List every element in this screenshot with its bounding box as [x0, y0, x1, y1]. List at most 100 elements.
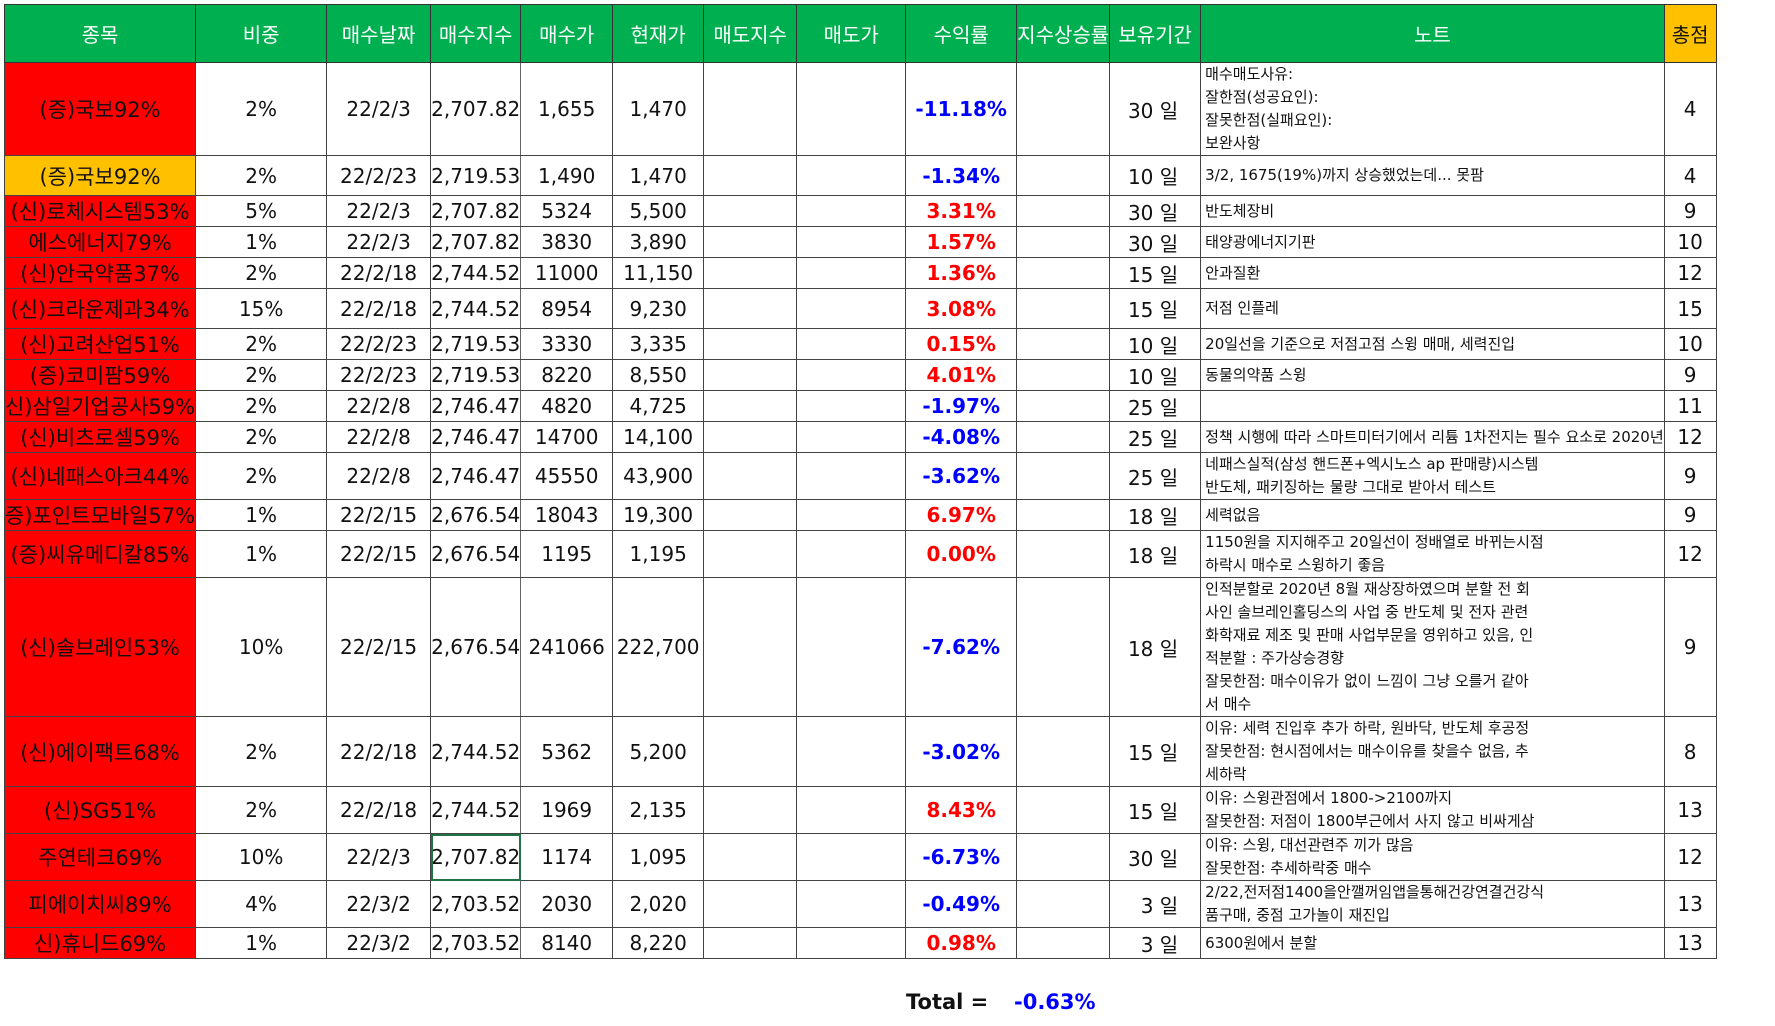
current-price-cell[interactable]: 2,135 [612, 786, 705, 834]
header-sell-index[interactable]: 매도지수 [703, 4, 798, 63]
current-price-cell[interactable]: 1,195 [612, 530, 705, 578]
header-name[interactable]: 종목 [3, 4, 197, 63]
stock-name-cell[interactable]: (증)국보92% [3, 155, 197, 196]
index-rise-cell[interactable] [1016, 786, 1111, 834]
return-cell[interactable]: -3.02% [905, 716, 1018, 787]
holding-cell[interactable]: 30 일 [1109, 195, 1202, 227]
sell-index-cell[interactable] [703, 390, 798, 422]
header-buy-price[interactable]: 매수가 [520, 4, 614, 63]
header-return[interactable]: 수익률 [905, 4, 1018, 63]
buy-date-cell[interactable]: 22/2/3 [326, 195, 432, 227]
buy-index-cell[interactable]: 2,746.47 [430, 421, 522, 453]
return-cell[interactable]: 0.15% [905, 328, 1018, 360]
current-price-cell[interactable]: 3,890 [612, 226, 705, 258]
return-cell[interactable]: -6.73% [905, 833, 1018, 881]
stock-name-cell[interactable]: (신)네패스아크44% [3, 452, 197, 500]
return-cell[interactable]: -1.97% [905, 390, 1018, 422]
stock-name-cell[interactable]: 주연테크69% [3, 833, 197, 881]
sell-price-cell[interactable] [796, 195, 907, 227]
stock-name-cell[interactable]: (신)SG51% [3, 786, 197, 834]
note-cell[interactable]: 세력없음 [1200, 499, 1665, 531]
stock-name-cell[interactable]: (신)솔브레인53% [3, 577, 197, 717]
header-sell-price[interactable]: 매도가 [796, 4, 907, 63]
current-price-cell[interactable]: 3,335 [612, 328, 705, 360]
buy-price-cell[interactable]: 1195 [520, 530, 614, 578]
note-cell[interactable]: 20일선을 기준으로 저점고점 스윙 매매, 세력진입 [1200, 328, 1665, 360]
note-cell[interactable]: 2/22,전저점1400을안깰꺼임앱을통해건강연결건강식 품구매, 중점 고가놀이… [1200, 880, 1665, 928]
index-rise-cell[interactable] [1016, 452, 1111, 500]
sell-price-cell[interactable] [796, 288, 907, 329]
weight-cell[interactable]: 4% [195, 880, 328, 928]
sell-price-cell[interactable] [796, 716, 907, 787]
current-price-cell[interactable]: 19,300 [612, 499, 705, 531]
current-price-cell[interactable]: 5,200 [612, 716, 705, 787]
score-cell[interactable]: 12 [1663, 833, 1717, 881]
buy-date-cell[interactable]: 22/2/15 [326, 530, 432, 578]
sell-price-cell[interactable] [796, 226, 907, 258]
current-price-cell[interactable]: 9,230 [612, 288, 705, 329]
buy-index-cell[interactable]: 2,676.54 [430, 499, 522, 531]
current-price-cell[interactable]: 4,725 [612, 390, 705, 422]
stock-name-cell[interactable]: (증)코미팜59% [3, 359, 197, 391]
sell-price-cell[interactable] [796, 530, 907, 578]
score-cell[interactable]: 13 [1663, 927, 1717, 959]
index-rise-cell[interactable] [1016, 155, 1111, 196]
buy-price-cell[interactable]: 1969 [520, 786, 614, 834]
buy-price-cell[interactable]: 18043 [520, 499, 614, 531]
note-cell[interactable]: 1150원을 지지해주고 20일선이 정배열로 바뀌는시점 하락시 매수로 스윙하… [1200, 530, 1665, 578]
score-cell[interactable]: 12 [1663, 257, 1717, 289]
index-rise-cell[interactable] [1016, 359, 1111, 391]
return-cell[interactable]: -11.18% [905, 62, 1018, 156]
weight-cell[interactable]: 2% [195, 390, 328, 422]
weight-cell[interactable]: 2% [195, 62, 328, 156]
score-cell[interactable]: 13 [1663, 786, 1717, 834]
stock-name-cell[interactable]: 피에이치씨89% [3, 880, 197, 928]
index-rise-cell[interactable] [1016, 288, 1111, 329]
current-price-cell[interactable]: 1,470 [612, 155, 705, 196]
stock-name-cell[interactable]: (신)안국약품37% [3, 257, 197, 289]
holding-cell[interactable]: 3 일 [1109, 927, 1202, 959]
buy-date-cell[interactable]: 22/2/8 [326, 390, 432, 422]
holding-cell[interactable]: 18 일 [1109, 499, 1202, 531]
sell-index-cell[interactable] [703, 880, 798, 928]
buy-price-cell[interactable]: 5324 [520, 195, 614, 227]
buy-index-cell[interactable]: 2,703.52 [430, 927, 522, 959]
return-cell[interactable]: 1.57% [905, 226, 1018, 258]
buy-date-cell[interactable]: 22/2/8 [326, 421, 432, 453]
buy-date-cell[interactable]: 22/2/23 [326, 328, 432, 360]
weight-cell[interactable]: 5% [195, 195, 328, 227]
stock-name-cell[interactable]: (신)크라운제과34% [3, 288, 197, 329]
buy-date-cell[interactable]: 22/2/15 [326, 577, 432, 717]
sell-index-cell[interactable] [703, 421, 798, 453]
return-cell[interactable]: 0.98% [905, 927, 1018, 959]
buy-date-cell[interactable]: 22/2/18 [326, 786, 432, 834]
buy-price-cell[interactable]: 8140 [520, 927, 614, 959]
stock-name-cell[interactable]: (신)에이팩트68% [3, 716, 197, 787]
stock-name-cell[interactable]: 에스에너지79% [3, 226, 197, 258]
buy-date-cell[interactable]: 22/2/3 [326, 833, 432, 881]
weight-cell[interactable]: 15% [195, 288, 328, 329]
buy-index-cell[interactable]: 2,719.53 [430, 328, 522, 360]
note-cell[interactable] [1200, 390, 1665, 422]
header-holding[interactable]: 보유기간 [1109, 4, 1202, 63]
buy-index-cell[interactable]: 2,707.82 [430, 833, 522, 881]
return-cell[interactable]: 3.08% [905, 288, 1018, 329]
buy-price-cell[interactable]: 14700 [520, 421, 614, 453]
score-cell[interactable]: 11 [1663, 390, 1717, 422]
weight-cell[interactable]: 2% [195, 786, 328, 834]
buy-price-cell[interactable]: 1174 [520, 833, 614, 881]
buy-date-cell[interactable]: 22/2/23 [326, 155, 432, 196]
buy-date-cell[interactable]: 22/2/23 [326, 359, 432, 391]
note-cell[interactable]: 동물의약품 스윙 [1200, 359, 1665, 391]
index-rise-cell[interactable] [1016, 257, 1111, 289]
holding-cell[interactable]: 15 일 [1109, 786, 1202, 834]
index-rise-cell[interactable] [1016, 716, 1111, 787]
return-cell[interactable]: -0.49% [905, 880, 1018, 928]
weight-cell[interactable]: 2% [195, 716, 328, 787]
buy-index-cell[interactable]: 2,744.52 [430, 257, 522, 289]
stock-name-cell[interactable]: (신)고려산업51% [3, 328, 197, 360]
sell-index-cell[interactable] [703, 833, 798, 881]
sell-price-cell[interactable] [796, 452, 907, 500]
stock-name-cell[interactable]: 신)휴니드69% [3, 927, 197, 959]
current-price-cell[interactable]: 43,900 [612, 452, 705, 500]
